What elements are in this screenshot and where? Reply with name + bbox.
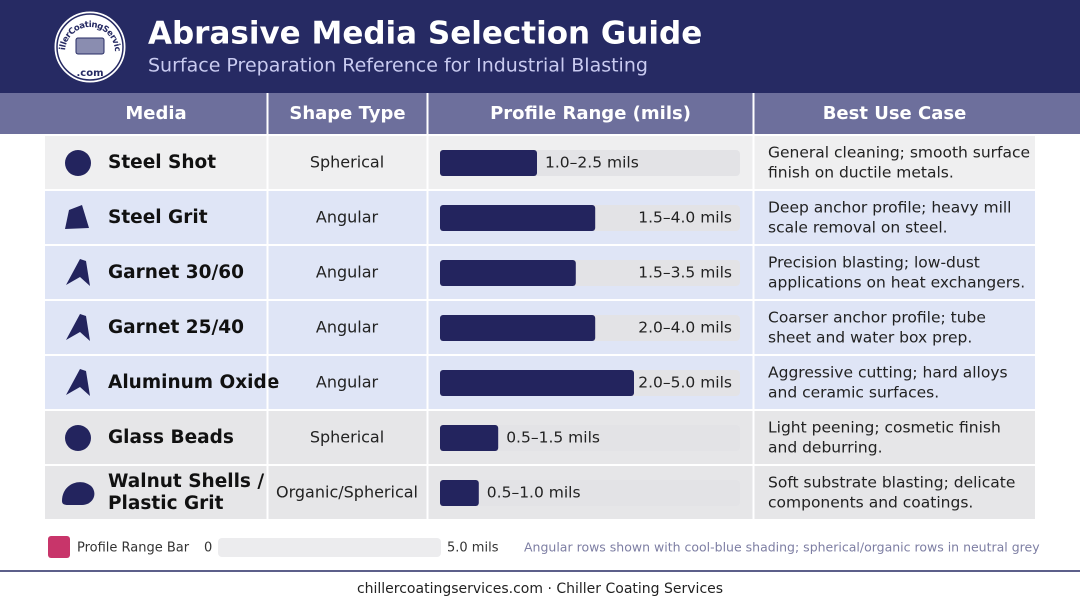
profile-label: 2.0–4.0 mils: [638, 319, 732, 337]
bar-track: [440, 480, 740, 506]
profile-bar: [440, 425, 499, 451]
profile-bar: [440, 480, 479, 506]
use-case: Soft substrate blasting; delicate: [768, 474, 1015, 492]
media-icon: [65, 205, 89, 229]
table: Steel Shot Spherical 1.0–2.5 mils General c…: [45, 136, 1035, 519]
header-row: [0, 93, 1080, 134]
media-name: Walnut Shells /: [108, 471, 264, 492]
footer: chillercoatingservices.com · Chiller Coa…: [357, 581, 723, 597]
media-name: Aluminum Oxide: [108, 372, 279, 393]
shape-type: Spherical: [310, 153, 384, 172]
media-icon: [66, 259, 90, 286]
logo-ring: [56, 13, 124, 81]
media-name: Plastic Grit: [108, 493, 224, 514]
shape-type: Angular: [316, 208, 379, 227]
media-name: Steel Grit: [108, 207, 208, 228]
profile-label: 1.0–2.5 mils: [545, 154, 639, 172]
profile-bar: [440, 205, 596, 231]
header-band: [0, 0, 1080, 93]
profile-label: 1.5–4.0 mils: [638, 209, 732, 227]
shape-type: Spherical: [310, 428, 384, 447]
legend-scale-min: 0: [204, 541, 212, 556]
column-header: Media: [125, 103, 186, 124]
media-icon: [65, 425, 91, 451]
shape-type: Angular: [316, 263, 379, 282]
use-case: Deep anchor profile; heavy mill: [768, 199, 1011, 217]
use-case: Precision blasting; low-dust: [768, 254, 980, 272]
media-icon: [65, 150, 91, 176]
media-name: Glass Beads: [108, 427, 234, 448]
profile-bar: [440, 150, 537, 176]
bar-track: [440, 425, 740, 451]
legend-scale-max: 5.0 mils: [447, 541, 499, 556]
use-case: scale removal on steel.: [768, 219, 948, 237]
logo-icon: [75, 37, 105, 55]
profile-bar: [440, 260, 576, 286]
shape-type: Organic/Spherical: [276, 483, 418, 502]
legend-track: [218, 538, 441, 557]
media-icon: [66, 314, 90, 341]
use-case: General cleaning; smooth surface: [768, 144, 1030, 162]
use-case: Aggressive cutting; hard alloys: [768, 364, 1008, 382]
logo-suffix: .com: [76, 68, 103, 79]
use-case: Coarser anchor profile; tube: [768, 309, 986, 327]
title: Abrasive Media Selection Guide: [148, 16, 702, 52]
profile-label: 0.5–1.0 mils: [487, 484, 581, 502]
profile-label: 0.5–1.5 mils: [506, 429, 600, 447]
use-case: sheet and water box prep.: [768, 329, 972, 347]
media-icon: [62, 482, 95, 505]
use-case: applications on heat exchangers.: [768, 274, 1025, 292]
subtitle: Surface Preparation Reference for Indust…: [148, 55, 648, 77]
profile-bar: [440, 370, 634, 396]
use-case: components and coatings.: [768, 494, 973, 512]
profile-label: 2.0–5.0 mils: [638, 374, 732, 392]
column-header: Best Use Case: [823, 103, 967, 124]
media-name: Garnet 25/40: [108, 317, 244, 338]
legend-note: Angular rows shown with cool-blue shadin…: [524, 540, 1040, 555]
media-icon: [66, 369, 90, 396]
column-header: Profile Range (mils): [490, 103, 691, 124]
use-case: and ceramic surfaces.: [768, 384, 939, 402]
profile-label: 1.5–3.5 mils: [638, 264, 732, 282]
use-case: and deburring.: [768, 439, 883, 457]
media-name: Steel Shot: [108, 152, 216, 173]
use-case: Light peening; cosmetic finish: [768, 419, 1001, 437]
column-header: Shape Type: [289, 103, 405, 124]
legend-label: Profile Range Bar: [77, 541, 190, 556]
use-case: finish on ductile metals.: [768, 164, 954, 182]
legend-swatch: [48, 536, 70, 558]
shape-type: Angular: [316, 373, 379, 392]
profile-bar: [440, 315, 596, 341]
media-name: Garnet 30/60: [108, 262, 244, 283]
shape-type: Angular: [316, 318, 379, 337]
